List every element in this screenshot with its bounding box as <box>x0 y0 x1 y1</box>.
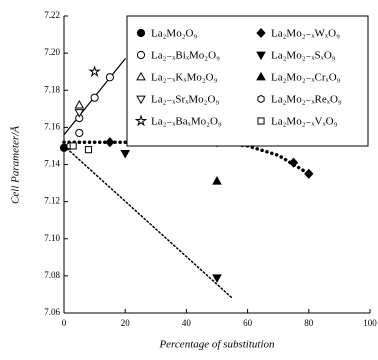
y-tick-label: 7.18 <box>44 84 60 94</box>
x-tick-label: 0 <box>62 318 67 328</box>
legend-marker <box>136 95 146 105</box>
y-tick-label: 7.14 <box>44 159 60 169</box>
y-tick-label: 7.22 <box>44 10 60 20</box>
legend-label: La₂₋ₓKₓMo₂O₉ <box>151 72 218 84</box>
data-point <box>212 274 222 283</box>
y-tick-label: 7.16 <box>44 121 60 131</box>
legend-label: La₂Mo₂O₉ <box>151 28 197 40</box>
legend-marker <box>256 27 266 39</box>
legend-marker <box>136 71 146 81</box>
legend-marker <box>136 28 146 38</box>
x-axis-label: Percentage of substitution <box>158 339 275 351</box>
legend-label: La₂Mo₂₋ₓWₓO₉ <box>271 28 340 40</box>
y-tick-label: 7.20 <box>44 47 60 57</box>
data-point <box>90 93 99 102</box>
x-tick-label: 20 <box>121 318 131 328</box>
data-point <box>120 149 131 159</box>
legend-label: La₂₋ₓBiₓMo₂O₉ <box>151 50 220 62</box>
data-point <box>105 137 115 148</box>
data-point <box>74 109 85 118</box>
data-point <box>212 176 222 185</box>
y-tick-label: 7.10 <box>44 233 60 243</box>
legend-marker <box>134 114 148 127</box>
legend-marker <box>257 94 265 104</box>
y-tick-label: 7.12 <box>44 196 60 206</box>
legend-marker <box>136 50 146 60</box>
y-tick-label: 7.06 <box>44 307 60 317</box>
data-point <box>84 146 93 154</box>
data-point <box>69 142 77 150</box>
legend-label: La₂Mo₂₋ₓSₓO₉ <box>271 50 336 62</box>
data-point <box>288 157 299 168</box>
data-point <box>105 73 115 82</box>
data-point <box>88 65 101 77</box>
legend-marker <box>256 71 266 81</box>
x-tick-label: 40 <box>182 318 192 328</box>
legend-label: La₂Mo₂₋ₓCrₓO₉ <box>271 72 341 84</box>
legend-label: La₂₋ₓBaₓMo₂O₉ <box>151 116 222 128</box>
x-tick-label: 80 <box>304 318 314 328</box>
legend-label: La₂Mo₂₋ₓVₓO₉ <box>271 116 338 128</box>
data-point <box>75 128 84 138</box>
legend-marker <box>257 117 265 125</box>
data-point <box>74 99 85 109</box>
data-point <box>304 168 314 179</box>
y-tick-label: 7.08 <box>44 270 60 280</box>
legend-label: La₂Mo₂₋ₓReₓO₉ <box>271 94 342 106</box>
y-axis-label: Cell Parameter/Å <box>10 126 22 204</box>
x-tick-label: 60 <box>243 318 253 328</box>
legend-label: La₂₋ₓSrₓMo₂O₉ <box>151 94 219 106</box>
legend-box <box>126 15 369 147</box>
x-tick-label: 100 <box>363 318 377 328</box>
legend-marker <box>256 51 266 61</box>
fit-line <box>63 145 234 299</box>
